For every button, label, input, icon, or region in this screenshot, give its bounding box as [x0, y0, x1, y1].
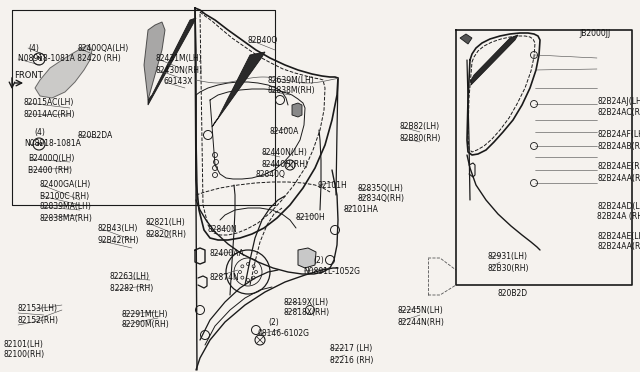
Polygon shape: [212, 52, 265, 127]
Text: 82152(RH): 82152(RH): [18, 315, 59, 324]
Text: 82400A: 82400A: [270, 128, 300, 137]
Text: 82B82(LH): 82B82(LH): [400, 122, 440, 131]
Text: FRONT: FRONT: [14, 71, 43, 80]
Text: 82263(LH): 82263(LH): [110, 273, 150, 282]
Text: 92B42(RH): 92B42(RH): [98, 235, 140, 244]
Text: 82101HA: 82101HA: [344, 205, 379, 215]
Text: 82400AA: 82400AA: [210, 250, 245, 259]
Text: (4): (4): [34, 128, 45, 138]
Text: 82B24AD(LH): 82B24AD(LH): [597, 202, 640, 211]
Text: 820B2D: 820B2D: [498, 289, 528, 298]
Text: 82290M(RH): 82290M(RH): [122, 321, 170, 330]
Polygon shape: [144, 22, 165, 100]
Polygon shape: [148, 18, 196, 105]
Text: 82014AC(RH): 82014AC(RH): [24, 109, 76, 119]
Text: 82B24AC(RH): 82B24AC(RH): [597, 108, 640, 116]
Text: 82B24AE(RH): 82B24AE(RH): [597, 163, 640, 171]
Text: 82100(RH): 82100(RH): [4, 350, 45, 359]
Text: 82B24AA(RH): 82B24AA(RH): [597, 243, 640, 251]
Text: 82839MA(LH): 82839MA(LH): [40, 202, 92, 212]
Text: 82838M(RH): 82838M(RH): [268, 87, 316, 96]
Text: 82821(LH): 82821(LH): [145, 218, 185, 228]
Text: 08146-6102G: 08146-6102G: [258, 330, 310, 339]
Text: 82840N: 82840N: [208, 225, 237, 234]
Text: 82216 (RH): 82216 (RH): [330, 356, 373, 365]
Text: 82B43(LH): 82B43(LH): [98, 224, 138, 234]
Text: N08918-1081A 82420 (RH): N08918-1081A 82420 (RH): [18, 55, 121, 64]
Text: B2100C (RH): B2100C (RH): [40, 192, 89, 201]
Text: 82B24AJ(LH): 82B24AJ(LH): [597, 96, 640, 106]
Text: 82B80(RH): 82B80(RH): [400, 134, 442, 142]
Text: 82101(LH): 82101(LH): [4, 340, 44, 349]
Text: 82282 (RH): 82282 (RH): [110, 283, 153, 292]
Text: 82244N(RH): 82244N(RH): [398, 317, 445, 327]
Text: 82819X(LH): 82819X(LH): [284, 298, 329, 307]
Text: (4): (4): [28, 44, 39, 52]
Text: B2400Q(LH): B2400Q(LH): [28, 154, 74, 164]
Text: 82431M(LH): 82431M(LH): [155, 55, 202, 64]
Text: 82B24AA(RH): 82B24AA(RH): [597, 173, 640, 183]
Text: N: N: [36, 57, 42, 61]
Text: N0891L-1052G: N0891L-1052G: [303, 266, 360, 276]
Text: 82874N: 82874N: [210, 273, 240, 282]
Text: 82430N(RH): 82430N(RH): [155, 65, 202, 74]
Text: N08918-1081A: N08918-1081A: [24, 140, 81, 148]
Text: 82153(LH): 82153(LH): [18, 305, 58, 314]
Text: 82818X(RH): 82818X(RH): [284, 308, 330, 317]
Text: 82639M(LH): 82639M(LH): [268, 76, 315, 84]
Text: 82820(RH): 82820(RH): [145, 230, 186, 238]
Text: 69143X: 69143X: [164, 77, 193, 87]
Text: (2): (2): [268, 318, 279, 327]
Text: JB2000JJ: JB2000JJ: [579, 29, 611, 38]
Text: 82440H(RH): 82440H(RH): [262, 160, 309, 169]
Polygon shape: [460, 34, 472, 44]
Text: 92101H: 92101H: [318, 180, 348, 189]
Text: 82B24AE(LH): 82B24AE(LH): [597, 231, 640, 241]
Text: 82400GA(LH): 82400GA(LH): [40, 180, 92, 189]
Text: 82834Q(RH): 82834Q(RH): [358, 195, 405, 203]
Text: 82B40Q: 82B40Q: [248, 35, 278, 45]
Text: B2400 (RH): B2400 (RH): [28, 166, 72, 174]
Text: N: N: [36, 141, 42, 147]
Text: 82015AC(LH): 82015AC(LH): [24, 99, 74, 108]
Polygon shape: [298, 248, 316, 268]
Text: 82B24AB(RH): 82B24AB(RH): [597, 141, 640, 151]
Text: 82840Q: 82840Q: [256, 170, 286, 180]
Text: 82217 (LH): 82217 (LH): [330, 344, 372, 353]
Text: 82B24A (RH): 82B24A (RH): [597, 212, 640, 221]
Polygon shape: [292, 103, 302, 117]
Text: 82931(LH): 82931(LH): [488, 253, 528, 262]
Text: 82100H: 82100H: [295, 214, 324, 222]
Text: 82838MA(RH): 82838MA(RH): [40, 214, 93, 222]
Text: 82B30(RH): 82B30(RH): [488, 263, 529, 273]
Text: 820B2DA: 820B2DA: [78, 131, 113, 140]
Text: 82B24AF(LH): 82B24AF(LH): [597, 131, 640, 140]
Text: (2): (2): [313, 256, 324, 264]
Text: 82440N(LH): 82440N(LH): [262, 148, 308, 157]
Polygon shape: [471, 35, 518, 85]
Text: 82400QA(LH): 82400QA(LH): [78, 44, 129, 52]
Text: 82245N(LH): 82245N(LH): [398, 307, 444, 315]
Text: 82835Q(LH): 82835Q(LH): [358, 183, 404, 192]
Polygon shape: [35, 45, 92, 98]
Text: 82291M(LH): 82291M(LH): [122, 310, 168, 318]
